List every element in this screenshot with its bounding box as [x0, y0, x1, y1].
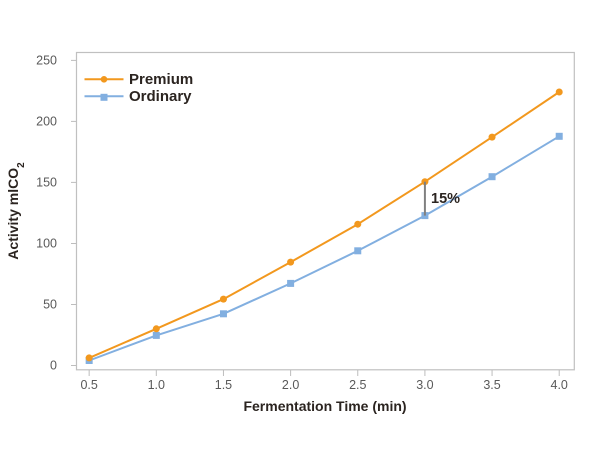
svg-text:1.5: 1.5 — [215, 378, 232, 392]
svg-text:3.0: 3.0 — [416, 378, 433, 392]
svg-text:0: 0 — [50, 359, 57, 373]
svg-text:2.0: 2.0 — [282, 378, 299, 392]
svg-text:0.5: 0.5 — [80, 378, 97, 392]
svg-text:Ordinary: Ordinary — [129, 88, 192, 105]
svg-text:150: 150 — [36, 176, 57, 190]
svg-text:100: 100 — [36, 237, 57, 251]
svg-text:1.0: 1.0 — [148, 378, 165, 392]
svg-text:3.5: 3.5 — [483, 378, 500, 392]
svg-text:2.5: 2.5 — [349, 378, 366, 392]
svg-text:250: 250 — [36, 54, 57, 68]
svg-text:Premium: Premium — [129, 71, 193, 88]
svg-text:Fermentation Time (min): Fermentation Time (min) — [243, 398, 406, 414]
svg-text:15%: 15% — [431, 191, 460, 207]
svg-text:200: 200 — [36, 115, 57, 129]
svg-text:50: 50 — [43, 298, 57, 312]
svg-text:Activity mlCO2: Activity mlCO2 — [5, 162, 27, 260]
svg-text:4.0: 4.0 — [551, 378, 568, 392]
